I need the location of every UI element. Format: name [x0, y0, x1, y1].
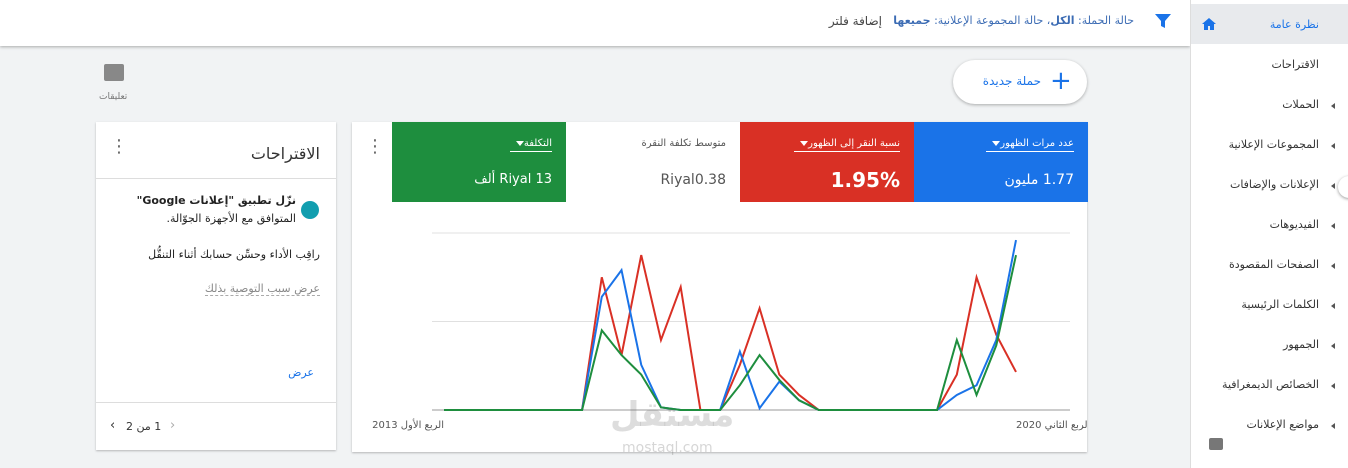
dropdown-arrow — [992, 140, 1001, 146]
divider — [96, 178, 336, 179]
metric-label: متوسط تكلفة النقرة — [642, 138, 726, 149]
feedback-icon[interactable] — [104, 64, 124, 81]
dropdown-arrow — [800, 140, 809, 146]
x-tick-label: الربع الأول 2013 — [372, 418, 444, 431]
sidebar-item[interactable]: المجموعات الإعلانية — [1228, 138, 1319, 151]
metric-tile[interactable]: التكلفة Riyal 13 ألف — [392, 122, 566, 202]
sidebar-item[interactable]: مواضع الإعلانات — [1246, 418, 1319, 431]
metric-label-text: عدد مرات الظهور — [1000, 138, 1074, 149]
suggestion-body: راقِب الأداء وحسِّن حسابك أثناء التنقُّل — [148, 248, 320, 261]
metric-label: عدد مرات الظهور — [986, 138, 1074, 152]
metric-value: 1.95% — [830, 168, 900, 192]
pager-text: 1 من 2 — [126, 420, 162, 433]
filter-text: ، حالة المجموعة الإعلانية: — [934, 14, 1051, 27]
card-title: الاقتراحات — [250, 144, 320, 163]
plus-icon: + — [1050, 66, 1072, 96]
watermark: mostaql.com — [622, 440, 713, 456]
dropdown-arrow — [515, 140, 524, 146]
expand-arrow — [1331, 103, 1335, 109]
filter-value: الكل — [1050, 14, 1075, 27]
expand-arrow — [1331, 343, 1335, 349]
collapse-button[interactable] — [1338, 176, 1348, 198]
sidebar-item[interactable]: الكلمات الرئيسية — [1241, 298, 1319, 311]
series-line — [444, 254, 1017, 411]
expand-arrow — [1331, 423, 1335, 429]
metric-value: Riyal 13 ألف — [474, 172, 552, 187]
metric-label-text: التكلفة — [523, 138, 552, 149]
metric-label: نسبة النقر إلى الظهور — [794, 138, 900, 152]
sidebar-item[interactable]: الاقتراحات — [1271, 58, 1319, 71]
metric-tile[interactable]: نسبة النقر إلى الظهور 1.95% — [740, 122, 914, 202]
filter-value: جميعها — [893, 14, 931, 27]
sidebar-item[interactable]: الإعلانات والإضافات — [1229, 178, 1319, 191]
add-filter[interactable]: إضافة فلتر — [828, 14, 882, 28]
sidebar-item[interactable]: الحملات — [1282, 98, 1319, 111]
sidebar-item[interactable]: الفيديوهات — [1269, 218, 1319, 231]
top-bar: حالة الحملة: الكل، حالة المجموعة الإعلان… — [0, 0, 1190, 46]
filter-summary[interactable]: حالة الحملة: الكل، حالة المجموعة الإعلان… — [893, 14, 1134, 27]
series-line — [444, 239, 1017, 411]
app-icon — [301, 201, 319, 219]
metric-label: التكلفة — [509, 138, 552, 152]
active-item-bg — [1191, 4, 1348, 44]
divider — [96, 402, 336, 403]
expand-arrow — [1331, 383, 1335, 389]
expand-arrow — [1331, 183, 1335, 189]
sidebar-item[interactable]: نظرة عامة — [1269, 18, 1319, 31]
filter-text: حالة الحملة: — [1077, 14, 1134, 27]
metric-value: 1.77 مليون — [1004, 172, 1075, 188]
pager-prev[interactable]: › — [170, 418, 176, 433]
metric-value: Riyal0.38 — [660, 172, 726, 188]
suggestion-title: نزّل تطبيق "إعلانات Google" — [136, 194, 296, 207]
metric-tile[interactable]: متوسط تكلفة النقرة Riyal0.38 — [566, 122, 740, 202]
new-campaign-button[interactable]: + حملة جديدة — [953, 60, 1087, 104]
reason-link[interactable]: عرض سبب التوصية بذلك — [204, 282, 320, 296]
x-tick-label: الربع الثاني 2020 — [1016, 420, 1087, 431]
pager-next[interactable]: ‹ — [110, 418, 116, 433]
metric-label-text: متوسط تكلفة النقرة — [641, 138, 726, 149]
kebab-menu[interactable]: ⋮ — [110, 136, 128, 157]
watermark: مستقل — [610, 395, 735, 435]
feedback-label[interactable]: تعليقات — [99, 92, 128, 102]
metric-label-text: نسبة النقر إلى الظهور — [808, 138, 900, 149]
expand-arrow — [1331, 223, 1335, 229]
button-label: حملة جديدة — [982, 74, 1041, 88]
expand-arrow — [1331, 143, 1335, 149]
expand-arrow — [1331, 303, 1335, 309]
sidebar-item[interactable]: الصفحات المقصودة — [1228, 258, 1319, 271]
sidebar: نظرة عامة الاقتراحات الحملات المجموعات الإع… — [1190, 0, 1348, 468]
feedback-icon-small[interactable] — [1209, 438, 1223, 450]
chart-card: ⋮ عدد مرات الظهور 1.77 مليون نسبة النقر إل… — [352, 122, 1088, 452]
sidebar-item[interactable]: الجمهور — [1283, 338, 1319, 351]
expand-arrow — [1331, 263, 1335, 269]
suggestion-title: المتوافق مع الأجهزة الجوّالة. — [166, 212, 296, 225]
metric-tile[interactable]: عدد مرات الظهور 1.77 مليون — [914, 122, 1088, 202]
sidebar-item[interactable]: الخصائص الديمغرافية — [1222, 378, 1319, 391]
filter-icon[interactable] — [1154, 12, 1172, 30]
home-icon — [1202, 18, 1216, 30]
series-line — [444, 254, 1017, 411]
view-link[interactable]: عرض — [288, 366, 314, 379]
suggestions-card: الاقتراحات ⋮ نزّل تطبيق "إعلانات Google"… — [96, 122, 336, 450]
chart: الربع الأول 2013 الربع الثاني 2020 — [372, 232, 1087, 431]
